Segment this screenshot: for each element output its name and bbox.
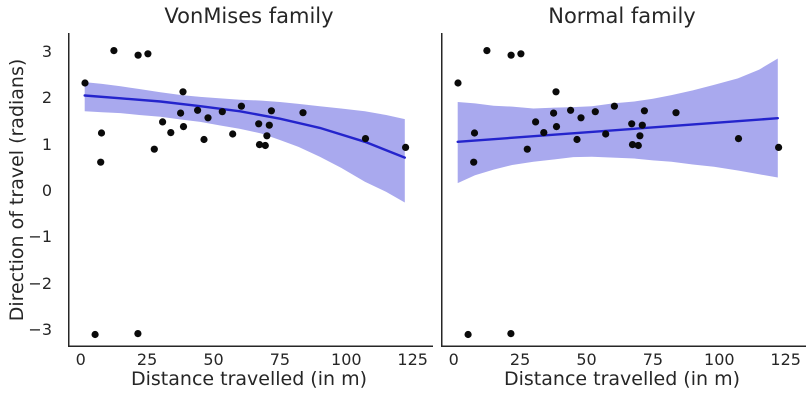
data-point (255, 120, 263, 128)
data-point (200, 135, 208, 144)
x-tick-label: 50 (203, 350, 224, 369)
data-point (91, 330, 99, 339)
data-point (229, 130, 237, 138)
x-tick-label: 75 (642, 350, 664, 369)
x-tick-label: 50 (576, 350, 597, 369)
data-point (507, 51, 515, 59)
data-point (636, 132, 644, 140)
data-point (464, 330, 472, 339)
data-point (134, 330, 142, 338)
data-point (194, 106, 202, 114)
data-point (218, 108, 226, 116)
data-point (177, 109, 185, 117)
plot-area-vonmises (68, 33, 433, 347)
data-point (638, 121, 646, 129)
y-tick-label: −2 (28, 273, 52, 293)
data-point (634, 141, 642, 150)
data-point (507, 330, 515, 338)
data-point (470, 158, 478, 166)
data-point (150, 145, 158, 153)
data-point (640, 107, 648, 115)
x-tick-labels: 0 25 50 75 100 125 (441, 350, 803, 370)
data-point (532, 118, 540, 126)
data-point (550, 109, 558, 117)
data-point (577, 114, 585, 122)
data-point (628, 120, 636, 128)
data-point (261, 141, 269, 150)
x-axis-label-right: Distance travelled (in m) (504, 368, 740, 390)
data-point (167, 129, 175, 137)
data-point (179, 123, 188, 131)
data-point (267, 107, 275, 115)
data-point (361, 135, 370, 143)
data-point (610, 102, 618, 110)
data-point (552, 123, 561, 131)
subplot-title-vonmises: VonMises family (164, 4, 334, 28)
subplot-normal: Normal family 0 25 50 75 100 125 Distance tra… (441, 4, 806, 390)
data-point (628, 141, 637, 149)
data-point (97, 129, 106, 137)
x-axis-label-left: Distance travelled (in m) (131, 368, 367, 390)
data-point (134, 51, 142, 59)
data-point (255, 141, 264, 149)
data-point (237, 102, 245, 110)
data-point (402, 143, 410, 151)
data-point (591, 108, 599, 116)
x-tick-label: 100 (704, 350, 735, 369)
regression-line (83, 94, 406, 159)
y-tick-label: 0 (41, 180, 52, 200)
data-point (540, 129, 548, 137)
x-tick-label: 0 (448, 350, 459, 369)
y-tick-label: −3 (28, 319, 52, 339)
data-point (144, 50, 152, 58)
x-tick-labels: 0 25 50 75 100 125 (68, 350, 430, 370)
data-point (567, 106, 575, 114)
subplot-vonmises: VonMises family 3 2 1 0 −1 −2 −3 0 25 50 75 100 125… (28, 4, 433, 390)
data-point (97, 158, 105, 166)
regression-line (456, 116, 779, 144)
x-tick-label: 125 (397, 350, 428, 369)
data-point (573, 135, 581, 144)
data-point (470, 129, 479, 137)
plot-area-normal (441, 33, 806, 347)
data-point (204, 114, 212, 122)
data-point (110, 47, 118, 55)
data-point (159, 118, 167, 126)
subplot-title-normal: Normal family (548, 4, 696, 28)
y-tick-label: 3 (41, 42, 52, 61)
data-point (265, 121, 273, 129)
data-point (179, 88, 187, 96)
data-point (734, 135, 743, 143)
data-point (552, 88, 560, 96)
data-point (775, 143, 783, 151)
data-point (517, 50, 525, 58)
data-point (523, 145, 531, 153)
y-tick-label: 1 (41, 134, 52, 154)
confidence-band (457, 58, 778, 184)
x-tick-label: 125 (770, 350, 801, 369)
data-point (299, 109, 307, 117)
y-tick-labels: 3 2 1 0 −1 −2 −3 (14, 33, 60, 347)
data-point (672, 109, 680, 117)
x-tick-label: 25 (136, 350, 158, 369)
data-point (454, 79, 462, 87)
data-point (263, 132, 271, 140)
y-tick-label: −1 (28, 227, 52, 247)
confidence-band (84, 82, 405, 203)
y-tick-label: 2 (41, 88, 52, 108)
x-tick-label: 75 (269, 350, 291, 369)
data-point (81, 79, 89, 87)
x-tick-label: 100 (331, 350, 362, 369)
data-point (602, 130, 610, 138)
data-point (483, 47, 491, 55)
x-tick-label: 25 (509, 350, 531, 369)
x-tick-label: 0 (75, 350, 86, 369)
